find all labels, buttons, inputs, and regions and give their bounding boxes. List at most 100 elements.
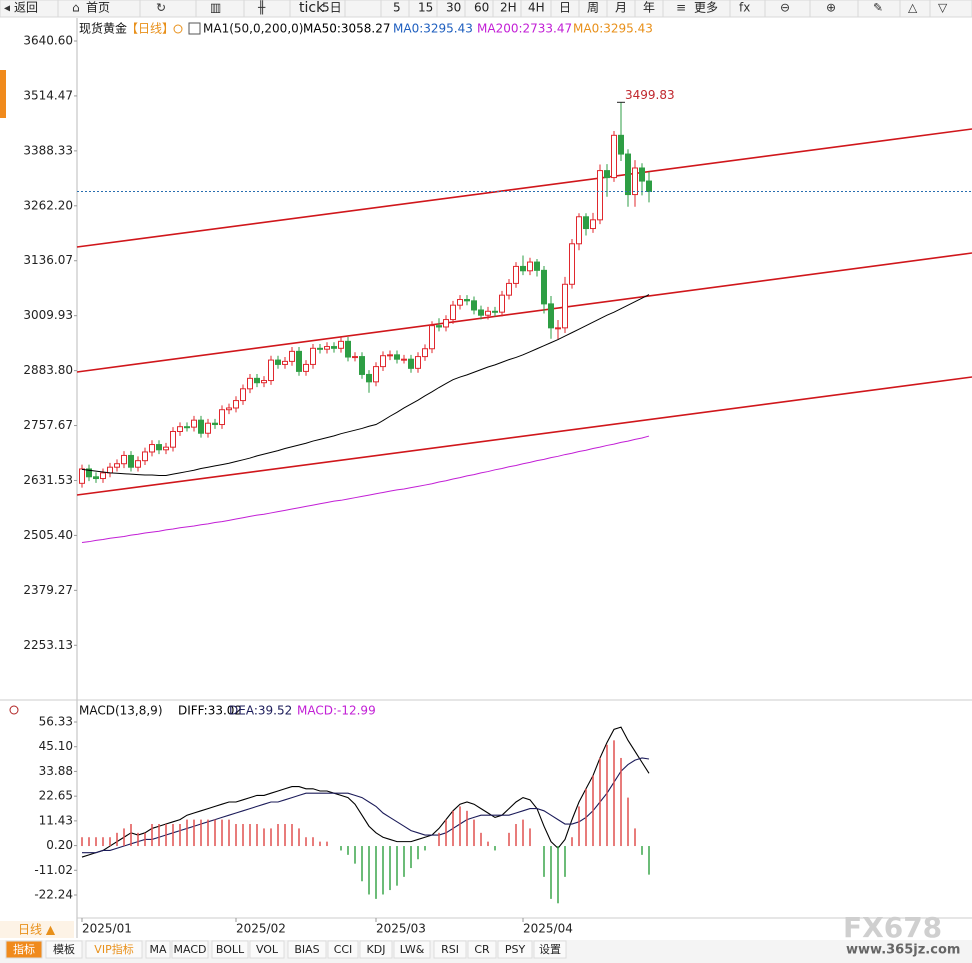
y-tick-label: 3388.33	[23, 143, 73, 157]
candle-body	[317, 347, 323, 350]
candle-body	[513, 265, 519, 284]
tab-bg[interactable]	[171, 940, 209, 959]
candle-body	[576, 216, 582, 245]
tab[interactable]: VIP指标	[94, 942, 133, 956]
candle-body	[247, 377, 253, 390]
toolbar-button[interactable]: 15	[418, 1, 433, 15]
tab[interactable]: BOLL	[216, 943, 245, 956]
candle-body	[310, 347, 316, 365]
tab[interactable]: RSI	[441, 943, 459, 956]
toolbar-icon[interactable]: fx	[739, 1, 750, 15]
tab[interactable]: PSY	[505, 943, 526, 956]
toolbar-button[interactable]: 5	[393, 1, 401, 15]
toolbar-icon[interactable]: ⊕	[826, 1, 836, 15]
toolbar-button[interactable]: 5日	[322, 1, 342, 15]
toolbar-icon[interactable]: ✎	[873, 1, 883, 15]
toolbar-button[interactable]: 首页	[86, 1, 110, 15]
candle-body	[107, 466, 113, 474]
tab[interactable]: LW&	[400, 943, 425, 956]
candle-body	[163, 446, 169, 451]
toolbar-button[interactable]: 更多	[694, 1, 718, 15]
tab[interactable]: BIAS	[294, 943, 319, 956]
tab-bg[interactable]	[359, 940, 393, 959]
candle-body	[485, 310, 491, 316]
y-tick-label: 2379.27	[23, 583, 73, 597]
tab[interactable]: 模板	[53, 942, 75, 956]
toolbar-icon[interactable]: ▽	[938, 1, 948, 15]
candle-body	[632, 167, 638, 196]
tab-bg[interactable]	[287, 940, 327, 959]
toolbar-button[interactable]: 2H	[500, 1, 517, 15]
toolbar-button[interactable]: 月	[615, 1, 627, 15]
toolbar-button[interactable]: 日	[559, 1, 571, 15]
candle-body	[303, 363, 309, 372]
legend-item: MA200:2733.47	[477, 22, 572, 36]
tab[interactable]: KDJ	[367, 943, 386, 956]
x-tick-label: 2025/02	[236, 922, 286, 936]
toolbar-icon[interactable]: △	[908, 1, 918, 15]
tab-bg[interactable]	[467, 940, 497, 959]
candle-body	[583, 216, 589, 230]
tab-bg[interactable]	[5, 940, 43, 959]
channel-line	[76, 128, 972, 248]
candle-body	[345, 340, 351, 358]
tab[interactable]: CR	[474, 943, 490, 956]
candle-body	[366, 373, 372, 383]
toolbar-icon[interactable]: ◂	[4, 1, 10, 15]
tab-bg[interactable]	[211, 940, 249, 959]
legend-item: DIFF:33.02	[178, 704, 242, 718]
toolbar-button[interactable]: 30	[446, 1, 461, 15]
toolbar-icon[interactable]: ╫	[257, 0, 266, 15]
toolbar-button[interactable]: 周	[587, 1, 599, 15]
candle-body	[450, 304, 456, 321]
toolbar-icon[interactable]: ▥	[210, 1, 221, 15]
candle-body	[289, 350, 295, 362]
candle-body	[387, 354, 393, 357]
tab[interactable]: VOL	[256, 943, 279, 956]
toolbar-button[interactable]: 年	[643, 1, 655, 15]
toolbar-button[interactable]: 返回	[14, 1, 38, 15]
y-tick-label: -11.02	[34, 863, 73, 877]
tab-bg[interactable]	[85, 940, 143, 959]
tab-bg[interactable]	[327, 940, 359, 959]
toolbar-button[interactable]: tick	[299, 0, 325, 16]
toolbar-icon[interactable]: ⌂	[72, 1, 80, 15]
tab[interactable]: MA	[149, 943, 166, 956]
candle-body	[604, 170, 610, 179]
tab-bg[interactable]	[249, 940, 285, 959]
candle-body	[422, 348, 428, 358]
candle-body	[121, 454, 127, 465]
candle-body	[198, 419, 204, 434]
tab[interactable]: CCI	[334, 943, 353, 956]
icon	[188, 22, 201, 35]
toolbar-icon[interactable]: ⊖	[780, 1, 790, 15]
candle-body	[394, 354, 400, 360]
tab-bg[interactable]	[145, 940, 171, 959]
tab[interactable]: 设置	[539, 943, 561, 956]
period-selector-bg[interactable]	[0, 921, 74, 938]
tab[interactable]: MACD	[174, 943, 207, 956]
toolbar-button[interactable]: 60	[474, 1, 489, 15]
toolbar-button[interactable]: 4H	[528, 1, 545, 15]
toolbar-icon[interactable]: ↻	[156, 1, 166, 15]
y-tick-label: 2757.67	[23, 418, 73, 432]
candle-body	[184, 426, 190, 429]
y-tick-label: 3262.20	[23, 198, 73, 212]
candle-body	[464, 299, 470, 302]
tab-bg[interactable]	[433, 940, 467, 959]
icon	[9, 705, 19, 715]
candle-body	[569, 243, 575, 285]
y-tick-label: 3640.60	[23, 33, 73, 47]
toolbar	[0, 0, 972, 18]
tab-bg[interactable]	[497, 940, 533, 959]
candle-body	[254, 377, 260, 384]
icon	[173, 24, 183, 34]
period-selector[interactable]: 日线 ▲	[18, 923, 56, 937]
candle-body	[282, 360, 288, 365]
candle-body	[261, 380, 267, 384]
tab-bg[interactable]	[393, 940, 431, 959]
tab[interactable]: 指标	[13, 942, 35, 956]
toolbar-icon[interactable]: ≡	[676, 1, 686, 15]
tab-bg[interactable]	[533, 940, 567, 959]
tab-bg[interactable]	[45, 940, 83, 959]
